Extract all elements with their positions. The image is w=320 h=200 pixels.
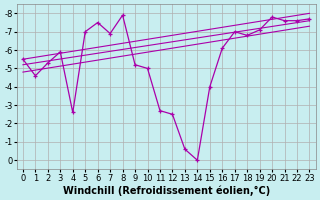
X-axis label: Windchill (Refroidissement éolien,°C): Windchill (Refroidissement éolien,°C) [63,185,270,196]
